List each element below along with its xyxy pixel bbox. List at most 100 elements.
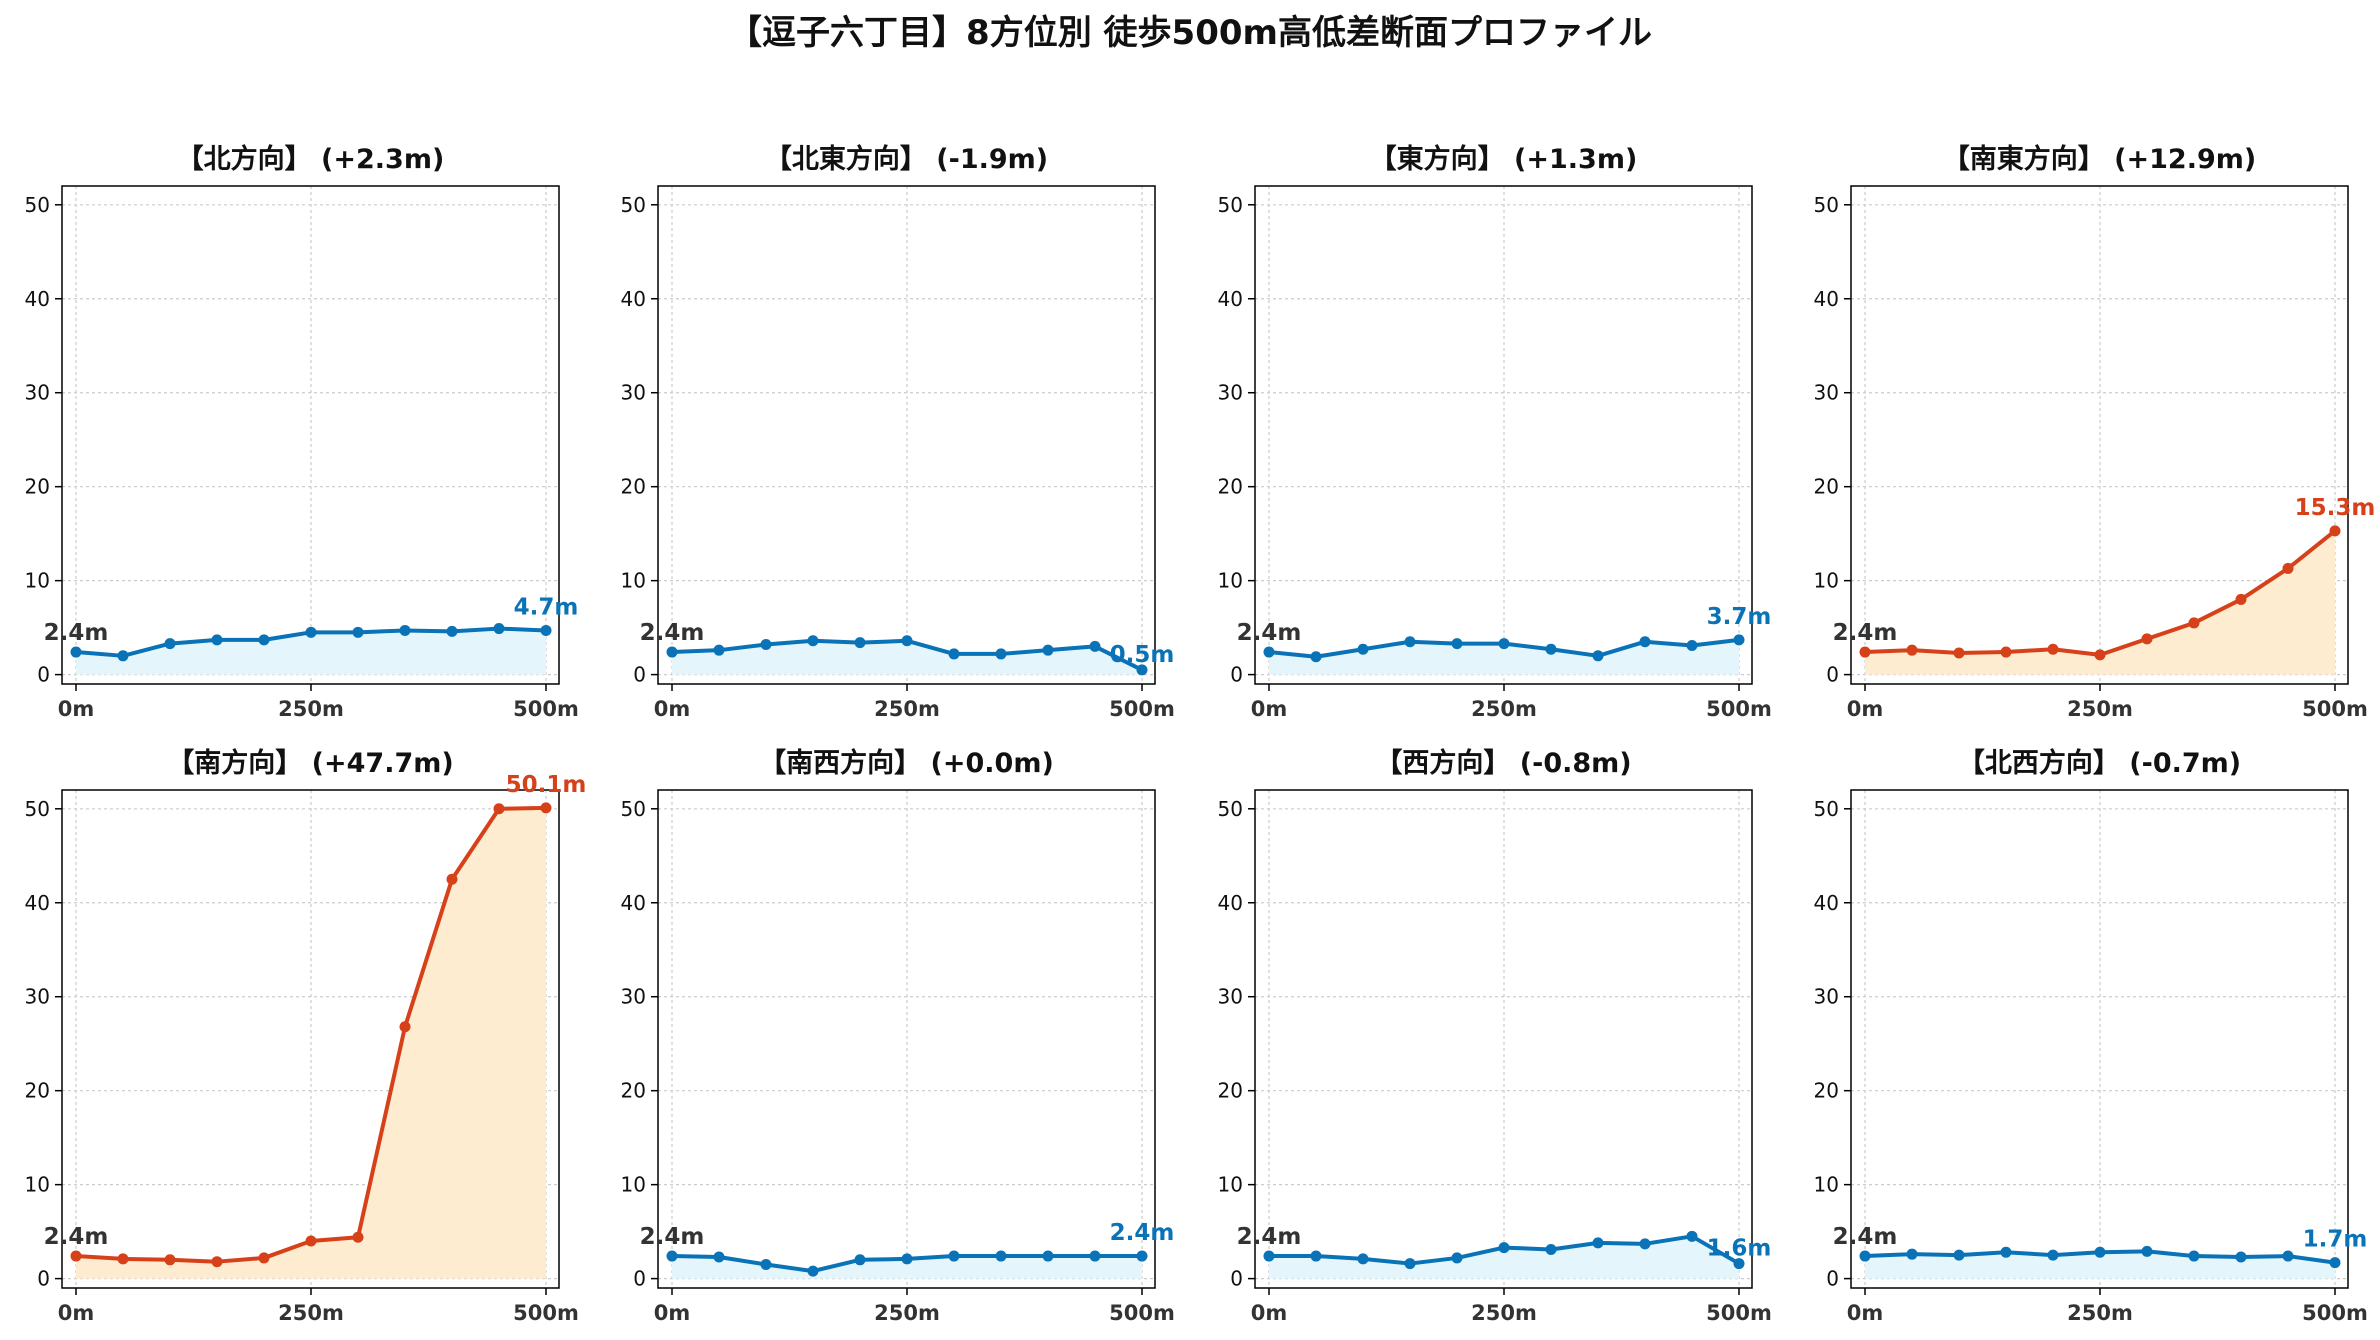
data-point	[1906, 644, 1918, 656]
y-tick-label: 10	[1814, 569, 1839, 593]
data-point	[1906, 1248, 1918, 1260]
y-tick-label: 50	[621, 193, 646, 217]
start-elevation-label: 2.4m	[1833, 620, 1898, 646]
y-tick-label: 20	[1814, 475, 1839, 499]
panel-title: 【西方向】 (-0.8m)	[1375, 747, 1631, 779]
x-tick-label: 0m	[1847, 697, 1884, 721]
start-elevation-label: 2.4m	[1237, 1224, 1302, 1250]
y-tick-label: 50	[621, 797, 646, 821]
y-tick-label: 40	[1814, 287, 1839, 311]
x-tick-label: 0m	[1251, 697, 1288, 721]
y-tick-label: 40	[1218, 891, 1243, 915]
x-tick-label: 500m	[1706, 1301, 1772, 1325]
area-fill	[1269, 639, 1739, 675]
x-tick-label: 250m	[874, 1301, 940, 1325]
start-elevation-label: 2.4m	[44, 1224, 109, 1250]
data-point	[305, 626, 317, 638]
data-point	[1404, 636, 1416, 648]
x-tick-label: 0m	[58, 1301, 95, 1325]
y-tick-label: 30	[621, 985, 646, 1009]
x-tick-label: 500m	[513, 697, 579, 721]
area-fill	[672, 1256, 1142, 1279]
end-elevation-label: 1.6m	[1707, 1236, 1772, 1262]
end-elevation-label: 15.3m	[2295, 495, 2376, 521]
data-point	[1545, 643, 1557, 655]
area-fill	[1865, 530, 2335, 675]
x-tick-label: 500m	[513, 1301, 579, 1325]
data-point	[1733, 634, 1745, 646]
x-tick-label: 250m	[1471, 1301, 1537, 1325]
data-point	[1136, 664, 1148, 676]
data-point	[1404, 1258, 1416, 1270]
y-tick-label: 40	[1814, 891, 1839, 915]
x-tick-label: 250m	[278, 1301, 344, 1325]
data-point	[305, 1235, 317, 1247]
y-tick-label: 20	[25, 1079, 50, 1103]
data-point	[948, 1250, 960, 1262]
start-elevation-label: 2.4m	[1833, 1224, 1898, 1250]
data-point	[2329, 1257, 2341, 1269]
y-tick-label: 40	[25, 891, 50, 915]
y-tick-label: 30	[25, 381, 50, 405]
data-point	[1953, 1249, 1965, 1261]
y-tick-label: 10	[1814, 1173, 1839, 1197]
data-point	[2329, 525, 2341, 537]
y-tick-label: 40	[621, 891, 646, 915]
data-point	[1498, 1242, 1510, 1254]
data-point	[1310, 651, 1322, 663]
panel-title: 【北方向】 (+2.3m)	[177, 143, 445, 175]
x-tick-label: 250m	[2067, 1301, 2133, 1325]
x-tick-label: 500m	[2302, 697, 2368, 721]
data-point	[446, 625, 458, 637]
y-tick-label: 10	[1218, 1173, 1243, 1197]
y-tick-label: 30	[1218, 381, 1243, 405]
y-tick-label: 40	[25, 287, 50, 311]
y-tick-label: 20	[621, 475, 646, 499]
data-point	[2235, 593, 2247, 605]
area-fill	[76, 628, 546, 675]
data-point	[2282, 562, 2294, 574]
data-point	[164, 1254, 176, 1266]
data-point	[1263, 646, 1275, 658]
data-point	[2094, 1246, 2106, 1258]
x-tick-label: 0m	[654, 1301, 691, 1325]
data-point	[713, 1251, 725, 1263]
data-point	[807, 1265, 819, 1277]
data-point	[1357, 1253, 1369, 1265]
data-point	[1686, 639, 1698, 651]
data-point	[540, 624, 552, 636]
y-tick-label: 50	[1218, 797, 1243, 821]
data-point	[2141, 1245, 2153, 1257]
panel-title: 【南西方向】 (+0.0m)	[759, 747, 1054, 779]
start-elevation-label: 2.4m	[44, 620, 109, 646]
end-elevation-label: 0.5m	[1110, 642, 1175, 668]
data-point	[211, 634, 223, 646]
data-point	[807, 635, 819, 647]
x-tick-label: 0m	[58, 697, 95, 721]
data-point	[1859, 1250, 1871, 1262]
panel-title: 【南方向】 (+47.7m)	[167, 747, 453, 779]
data-point	[352, 1231, 364, 1243]
y-tick-label: 0	[1826, 663, 1839, 687]
data-point	[540, 802, 552, 814]
data-point	[258, 1252, 270, 1264]
data-point	[446, 873, 458, 885]
data-point	[901, 1253, 913, 1265]
x-tick-label: 250m	[2067, 697, 2133, 721]
y-tick-label: 40	[1218, 287, 1243, 311]
data-point	[1451, 1252, 1463, 1264]
y-tick-label: 0	[633, 663, 646, 687]
data-point	[1592, 1237, 1604, 1249]
end-elevation-label: 4.7m	[514, 594, 579, 620]
data-point	[352, 626, 364, 638]
y-tick-label: 20	[1814, 1079, 1839, 1103]
y-tick-label: 10	[1218, 569, 1243, 593]
area-fill	[1269, 1236, 1739, 1279]
data-point	[2000, 1246, 2012, 1258]
data-point	[2141, 633, 2153, 645]
y-tick-label: 30	[25, 985, 50, 1009]
y-tick-label: 30	[621, 381, 646, 405]
